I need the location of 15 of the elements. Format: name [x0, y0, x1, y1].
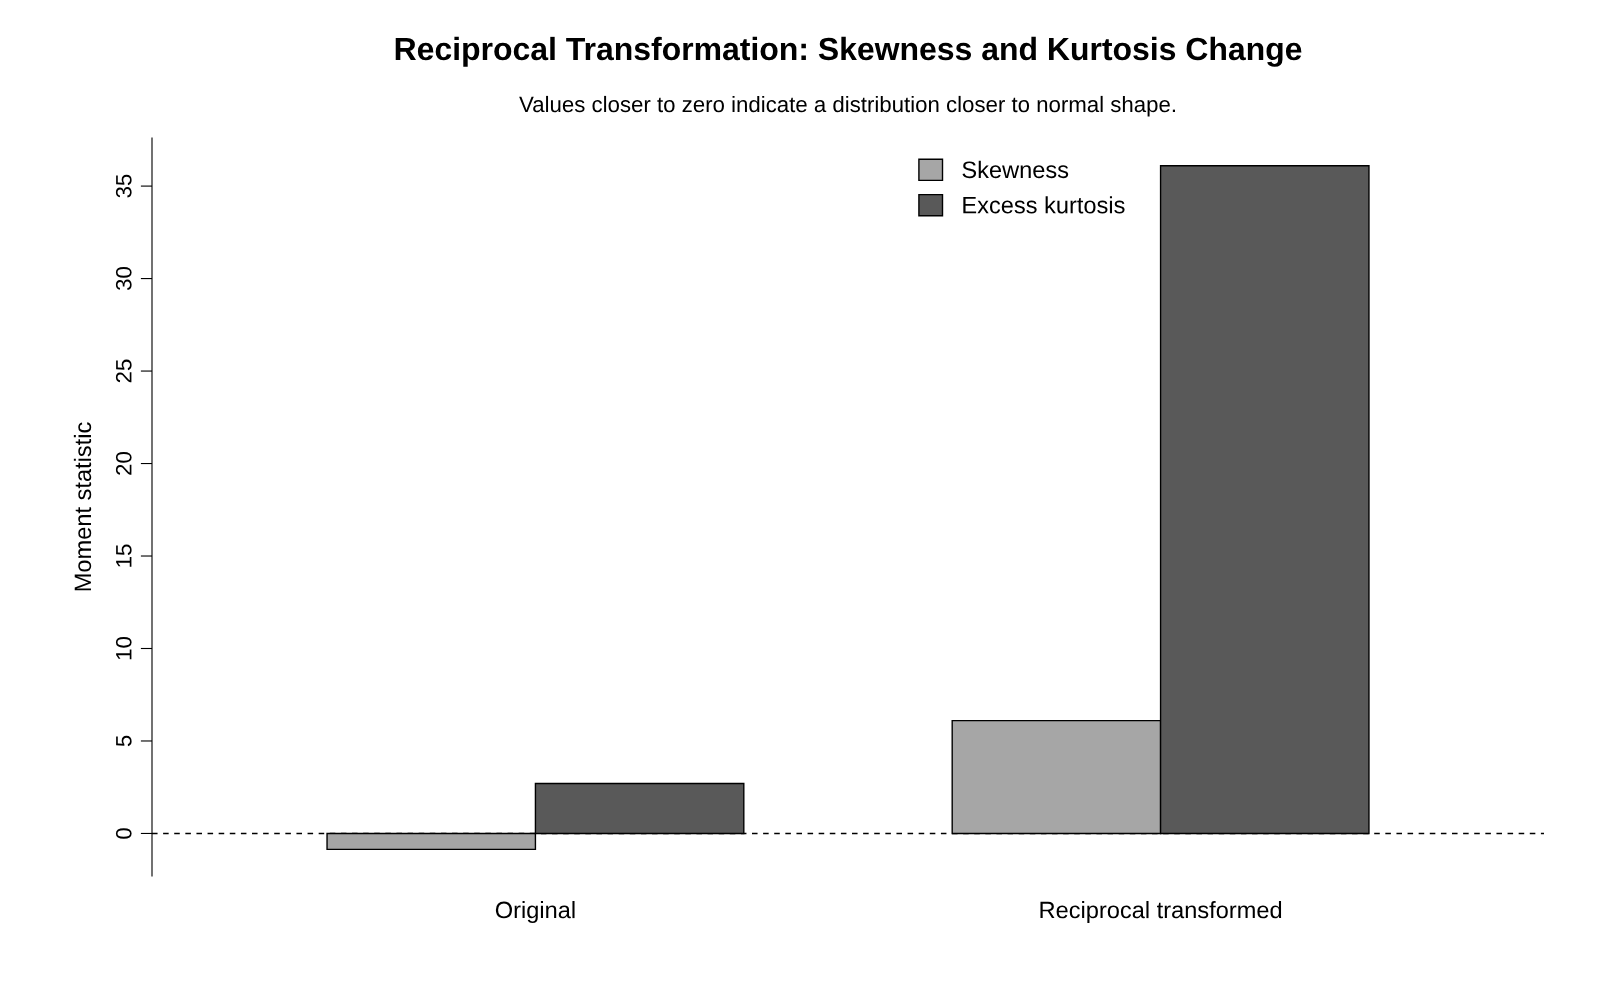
y-tick-label: 20: [115, 452, 132, 475]
x-tick-label: Original: [495, 901, 575, 924]
legend-label: Excess kurtosis: [963, 196, 1125, 214]
y-tick-label: 15: [116, 544, 132, 567]
x-tick-label: Reciprocal transformed: [1040, 901, 1282, 924]
y-tick-label: 30: [115, 267, 132, 291]
chart-subtitle: Values closer to zero indicate a distribution closer to normal shape.: [519, 95, 1175, 117]
y-tick-label: 10: [115, 637, 132, 660]
y-axis-title: Moment statistic: [73, 422, 92, 591]
y-tick-label: 25: [115, 359, 132, 383]
chart-title: Reciprocal Transformation: Skewness and Kurtosis Change: [395, 36, 1302, 67]
y-tick-label: 5: [116, 735, 132, 747]
y-tick-label: 35: [115, 174, 132, 198]
y-tick-label: 0: [115, 828, 132, 839]
legend-label: Skewness: [962, 160, 1069, 179]
